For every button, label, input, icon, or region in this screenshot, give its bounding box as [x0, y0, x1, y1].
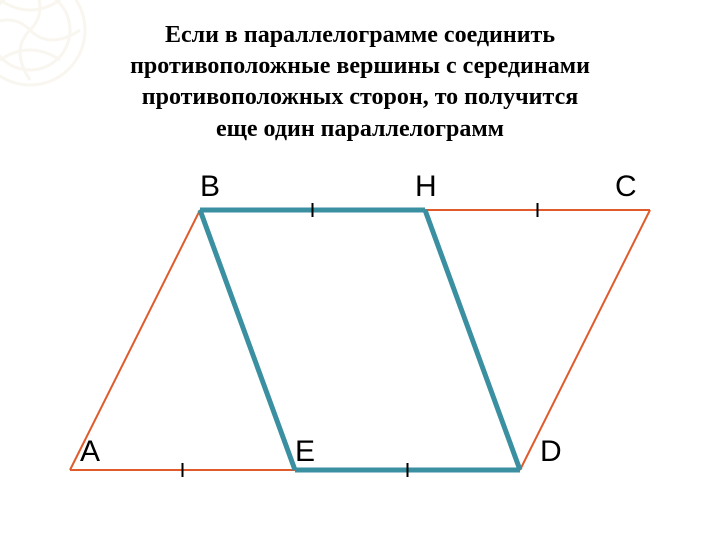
vertex-label-d: D — [540, 435, 562, 469]
vertex-label-c: C — [615, 170, 637, 204]
vertex-label-b: B — [200, 170, 220, 204]
page-title: Если в параллелограмме соединить противо… — [0, 20, 720, 145]
title-line: Если в параллелограмме соединить — [165, 22, 555, 48]
vertex-label-a: A — [80, 435, 100, 469]
vertex-label-e: E — [295, 435, 315, 469]
title-line: еще один параллелограмм — [216, 116, 504, 142]
diagram-svg — [50, 190, 670, 510]
parallelogram-diagram: ABCDEH — [50, 190, 670, 510]
title-line: противоположные вершины с серединами — [130, 53, 590, 79]
title-line: противоположных сторон, то получится — [142, 84, 578, 110]
vertex-label-h: H — [415, 170, 437, 204]
